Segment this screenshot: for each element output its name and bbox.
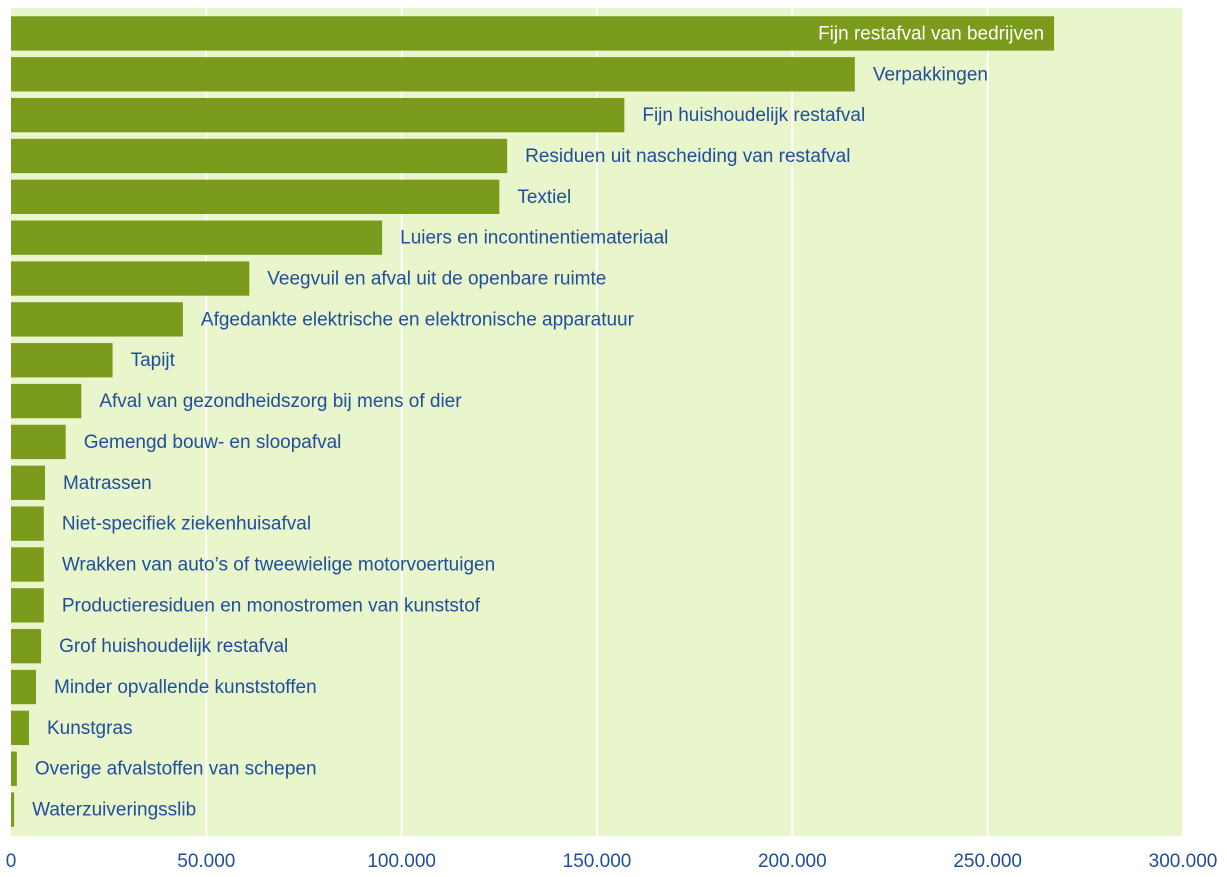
- bar-label: Verpakkingen: [873, 64, 988, 85]
- bar: [11, 424, 66, 460]
- bar: [11, 16, 1055, 51]
- bar: [11, 751, 17, 786]
- bar-label: Residuen uit nascheiding van restafval: [525, 146, 850, 167]
- bar-label: Afgedankte elektrische en elektronische …: [201, 309, 635, 330]
- bar-label: Luiers en incontinentiemateriaal: [400, 228, 668, 249]
- bar-label: Afval van gezondheidszorg bij mens of di…: [99, 391, 462, 412]
- bar-label: Grof huishoudelijk restafval: [59, 636, 288, 657]
- bar-label: Kunstgras: [47, 718, 133, 739]
- x-tick-label: 50.000: [177, 851, 235, 872]
- bar-label: Textiel: [517, 187, 571, 208]
- bar-label: Gemengd bouw- en sloopafval: [84, 432, 342, 453]
- bar: [11, 465, 45, 500]
- bar-label: Overige afvalstoffen van schepen: [35, 759, 317, 780]
- bar-label: Waterzuiveringsslib: [32, 800, 196, 821]
- bar-label: Matrassen: [63, 473, 152, 494]
- bar: [11, 669, 37, 705]
- bar-label: Productieresiduen en monostromen van kun…: [62, 595, 481, 616]
- x-tick-label: 200.000: [758, 851, 827, 872]
- x-tick-label: 0: [6, 851, 17, 872]
- bar: [11, 343, 113, 378]
- bar: [11, 57, 855, 92]
- bar: [11, 629, 42, 664]
- bar: [11, 97, 625, 133]
- bar: [11, 383, 82, 419]
- x-tick-label: 300.000: [1149, 851, 1218, 872]
- bar: [11, 547, 44, 582]
- bar-label: Minder opvallende kunststoffen: [54, 677, 317, 698]
- bar: [11, 506, 44, 541]
- bar: [11, 710, 29, 746]
- x-tick-label: 150.000: [563, 851, 632, 872]
- bar: [11, 302, 183, 337]
- bar: [11, 138, 508, 174]
- bar-label: Wrakken van auto’s of tweewielige motorv…: [62, 554, 495, 575]
- bar: [11, 792, 15, 827]
- bar-label: Fijn restafval van bedrijven: [818, 23, 1044, 44]
- x-tick-label: 100.000: [367, 851, 436, 872]
- bar: [11, 261, 250, 296]
- bar: [11, 220, 383, 255]
- bar: [11, 179, 500, 214]
- bar-label: Fijn huishoudelijk restafval: [642, 105, 865, 126]
- bar-label: Tapijt: [131, 350, 176, 371]
- bar: [11, 588, 44, 623]
- bar-label: Veegvuil en afval uit de openbare ruimte: [267, 269, 606, 290]
- x-tick-label: 250.000: [953, 851, 1022, 872]
- bar-label: Niet-specifiek ziekenhuisafval: [62, 514, 311, 535]
